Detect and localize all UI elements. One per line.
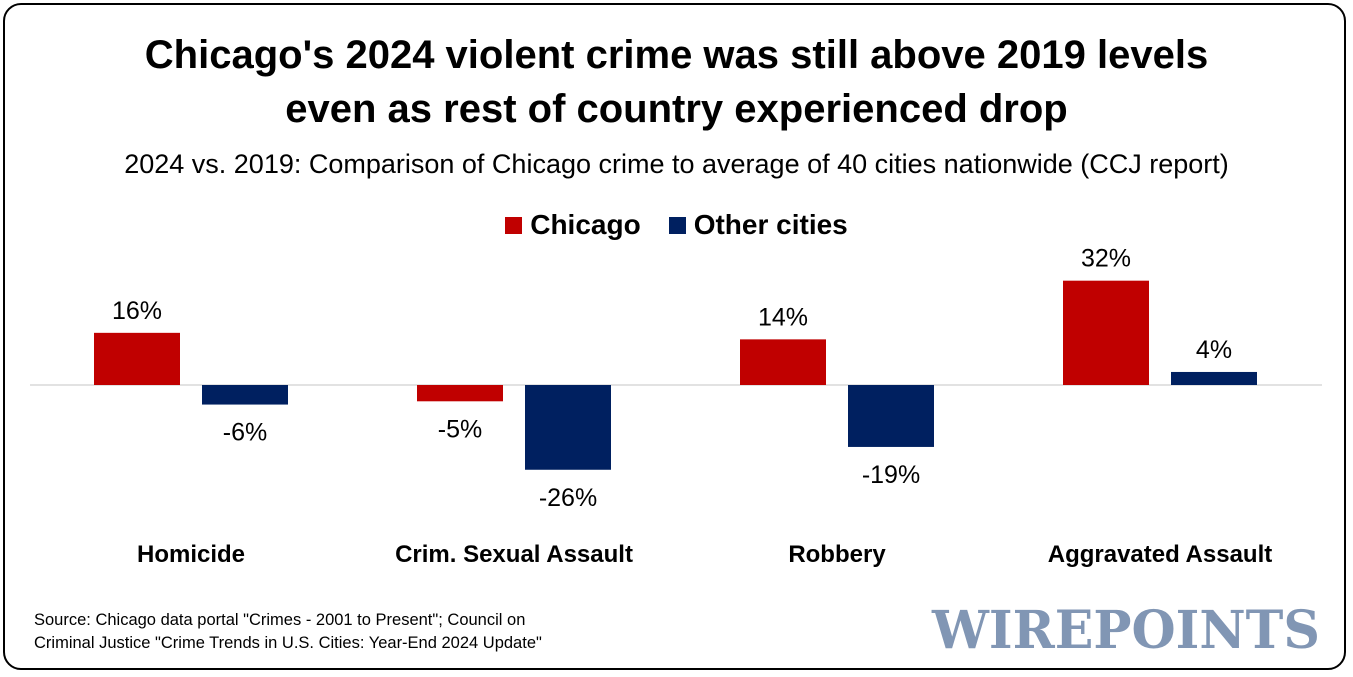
chart-legend: Chicago Other cities bbox=[0, 209, 1353, 241]
data-label-other-cities-aggravated-assault: 4% bbox=[1196, 336, 1232, 364]
category-label-robbery: Robbery bbox=[788, 541, 886, 568]
bar-chicago-aggravated-assault bbox=[1063, 280, 1149, 385]
bar-other-cities-homicide bbox=[202, 385, 288, 405]
data-label-chicago-robbery: 14% bbox=[758, 303, 808, 331]
source-note-line-1: Source: Chicago data portal "Crimes - 20… bbox=[34, 611, 526, 629]
data-label-other-cities-crim-sexual-assault: -26% bbox=[539, 484, 597, 512]
legend-item-chicago: Chicago bbox=[505, 209, 641, 241]
chart-subtitle: 2024 vs. 2019: Comparison of Chicago cri… bbox=[124, 149, 1229, 179]
logo-wordmark: WIREPOINTS bbox=[931, 600, 1320, 660]
bar-chart: 16% -5% 14% 32% -6% -26% -19% 4% Homicide Crim. S… bbox=[30, 245, 1322, 568]
bar-chicago-robbery bbox=[740, 339, 826, 385]
category-label-crim-sexual-assault: Crim. Sexual Assault bbox=[395, 541, 633, 568]
legend-swatch-other-cities bbox=[668, 216, 686, 234]
chart-title-line-1: Chicago's 2024 violent crime was still a… bbox=[144, 33, 1209, 77]
chart-title-line-2: even as rest of country experienced drop bbox=[285, 87, 1068, 131]
bar-other-cities-aggravated-assault bbox=[1171, 371, 1257, 385]
data-label-other-cities-robbery: -19% bbox=[862, 461, 920, 489]
source-note: Source: Chicago data portal "Crimes - 20… bbox=[34, 609, 794, 655]
chart-title: Chicago's 2024 violent crime was still a… bbox=[0, 28, 1353, 136]
legend-label-chicago: Chicago bbox=[530, 209, 641, 240]
data-label-chicago-homicide: 16% bbox=[112, 297, 162, 325]
legend-label-other-cities: Other cities bbox=[693, 209, 848, 240]
source-note-line-2: Criminal Justice "Crime Trends in U.S. C… bbox=[34, 634, 542, 652]
bar-other-cities-robbery bbox=[848, 385, 934, 447]
data-label-chicago-crim-sexual-assault: -5% bbox=[438, 415, 482, 443]
wirepoints-logo: WIREPOINTS bbox=[931, 600, 1320, 660]
legend-item-other-cities: Other cities bbox=[668, 209, 848, 241]
bar-chicago-homicide bbox=[94, 332, 180, 385]
category-label-homicide: Homicide bbox=[137, 541, 245, 568]
data-label-chicago-aggravated-assault: 32% bbox=[1081, 245, 1131, 273]
bar-chicago-crim-sexual-assault bbox=[417, 385, 503, 402]
category-label-aggravated-assault: Aggravated Assault bbox=[1048, 541, 1273, 568]
legend-swatch-chicago bbox=[505, 216, 523, 234]
bar-other-cities-crim-sexual-assault bbox=[525, 385, 611, 470]
data-label-other-cities-homicide: -6% bbox=[223, 419, 267, 447]
